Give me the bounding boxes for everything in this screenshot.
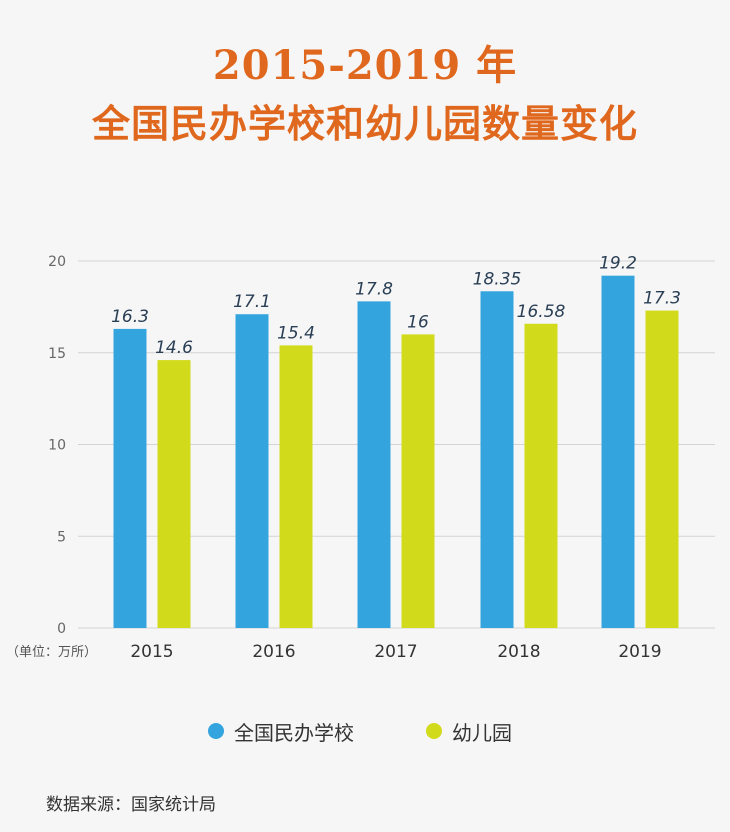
bar-series2-2016 (279, 345, 313, 628)
x-tick-label: 2015 (130, 642, 173, 662)
x-tick-label: 2016 (252, 642, 295, 662)
bar-series1-2015 (113, 328, 147, 628)
y-tick-label: 0 (57, 621, 66, 637)
y-tick-label: 20 (48, 254, 66, 270)
legend-swatch (426, 723, 442, 739)
bar-series1-2018 (480, 291, 514, 628)
bar-chart: 0 5 10 15 20 16.3 14.6 17.1 15.4 17.8 16 18.35 16.5… (6, 254, 715, 662)
legend-label: 全国民办学校 (234, 720, 354, 745)
data-label: 16 (407, 312, 429, 332)
bar-series2-2015 (157, 360, 191, 628)
data-label: 16.58 (517, 302, 566, 322)
bar-series2-2017 (401, 334, 435, 628)
legend-swatch (208, 723, 224, 739)
source-note: 数据来源：国家统计局 (46, 795, 216, 815)
legend-item-series1: 全国民办学校 (208, 716, 354, 746)
bar-series2-2019 (645, 310, 679, 628)
data-labels: 16.3 14.6 17.1 15.4 17.8 16 18.35 16.58 19.2 17.3 (111, 254, 681, 358)
data-label: 14.6 (155, 338, 193, 358)
legend-item-series2: 幼儿园 (426, 716, 512, 746)
y-axis-ticks: 0 5 10 15 20 (48, 254, 66, 637)
data-label: 17.3 (643, 289, 681, 309)
bar-series1-2017 (357, 301, 391, 628)
data-label: 15.4 (277, 323, 315, 343)
data-label: 17.1 (233, 292, 271, 312)
data-label: 17.8 (355, 279, 393, 299)
legend-label: 幼儿园 (452, 720, 512, 745)
data-label: 18.35 (473, 269, 522, 289)
bar-series1-2016 (235, 314, 269, 628)
bar-series2-2018 (524, 323, 558, 628)
data-label: 16.3 (111, 307, 149, 327)
bars (113, 275, 679, 628)
y-tick-label: 10 (48, 438, 66, 454)
unit-label: （单位：万所） (6, 645, 97, 660)
chart-title: 2015-2019 年 全国民办学校和幼儿园数量变化 (0, 38, 730, 152)
y-tick-label: 5 (57, 529, 66, 545)
chart-title-line2: 全国民办学校和幼儿园数量变化 (91, 102, 638, 146)
y-tick-label: 15 (48, 346, 66, 362)
x-tick-label: 2017 (374, 642, 417, 662)
data-label: 19.2 (599, 254, 637, 274)
chart-title-line1: 2015-2019 年 (212, 42, 518, 89)
bar-series1-2019 (601, 275, 635, 628)
x-tick-label: 2019 (618, 642, 661, 662)
x-axis-ticks: 2015 2016 2017 2018 2019 (130, 642, 661, 662)
x-tick-label: 2018 (497, 642, 540, 662)
